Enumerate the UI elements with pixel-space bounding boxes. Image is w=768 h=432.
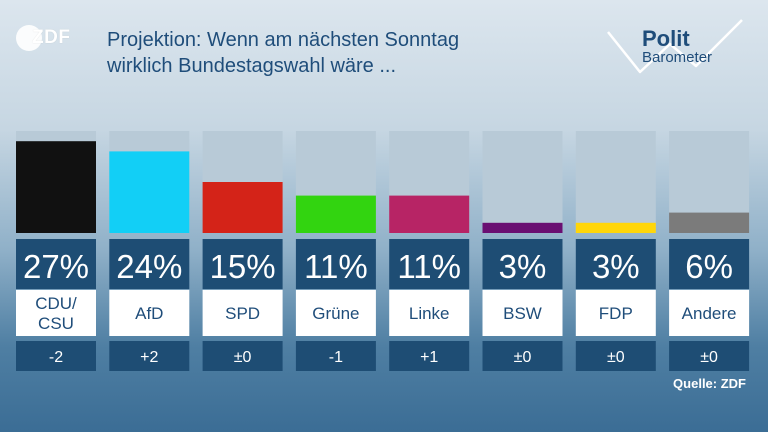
change-box bbox=[16, 341, 96, 371]
value-label: 11% bbox=[304, 248, 368, 285]
category-box bbox=[16, 290, 96, 336]
politbarometer-zigzag-icon bbox=[607, 19, 743, 74]
value-label: 15% bbox=[210, 248, 276, 285]
category-label: Linke bbox=[409, 304, 450, 323]
bar bbox=[389, 195, 470, 233]
value-label: 3% bbox=[592, 248, 640, 285]
category-label: CDU/CSU bbox=[35, 294, 77, 333]
category-box bbox=[202, 290, 283, 336]
category-box bbox=[295, 290, 376, 336]
change-box bbox=[109, 341, 190, 371]
politbarometer-line-2: Barometer bbox=[642, 49, 713, 66]
category-label: Andere bbox=[682, 304, 737, 323]
value-box bbox=[202, 239, 283, 289]
bar bbox=[202, 182, 283, 233]
category-label: SPD bbox=[225, 304, 260, 323]
value-box bbox=[16, 239, 96, 289]
chart-title-line-2: wirklich Bundestagswahl wäre ... bbox=[107, 55, 397, 77]
source-label: Quelle: ZDF bbox=[673, 376, 746, 391]
value-label: 3% bbox=[499, 248, 547, 285]
bar-track bbox=[575, 131, 656, 233]
category-label: Grüne bbox=[312, 304, 359, 323]
bar bbox=[295, 195, 376, 233]
change-label: ±0 bbox=[700, 349, 718, 366]
chart-title-line-1: Projektion: Wenn am nächsten Sonntag bbox=[107, 29, 460, 51]
category-label: BSW bbox=[503, 304, 542, 323]
politbarometer-line-1: Polit bbox=[642, 26, 690, 51]
category-label: AfD bbox=[135, 304, 163, 323]
bar bbox=[109, 151, 190, 233]
zdf-logo-text: ZDF bbox=[32, 27, 71, 48]
category-box bbox=[109, 290, 190, 336]
politbarometer-logo: Polit Barometer bbox=[604, 14, 756, 78]
zdf-logo-circle bbox=[16, 25, 42, 51]
bar bbox=[482, 222, 563, 233]
bar-track bbox=[482, 131, 563, 233]
change-box bbox=[575, 341, 656, 371]
value-box bbox=[575, 239, 656, 289]
chart-title: Projektion: Wenn am nächsten Sonntag wir… bbox=[107, 27, 577, 79]
change-label: -2 bbox=[49, 349, 63, 366]
value-label: 6% bbox=[685, 248, 733, 285]
change-label: ±0 bbox=[514, 349, 532, 366]
change-label: ±0 bbox=[607, 349, 625, 366]
value-box bbox=[482, 239, 563, 289]
category-box bbox=[389, 290, 470, 336]
change-label: ±0 bbox=[234, 349, 252, 366]
value-box bbox=[389, 239, 470, 289]
value-label: 11% bbox=[397, 248, 461, 285]
bar bbox=[16, 141, 96, 233]
category-label-line: CSU bbox=[38, 314, 74, 333]
bar bbox=[669, 212, 750, 233]
change-box bbox=[482, 341, 563, 371]
category-box bbox=[575, 290, 656, 336]
value-label: 27% bbox=[23, 248, 89, 285]
change-box bbox=[295, 341, 376, 371]
category-label-line: CDU/ bbox=[35, 294, 77, 313]
change-box bbox=[202, 341, 283, 371]
value-box bbox=[295, 239, 376, 289]
change-box bbox=[669, 341, 750, 371]
category-label: FDP bbox=[599, 304, 633, 323]
change-label: +2 bbox=[140, 349, 158, 366]
bar bbox=[575, 222, 656, 233]
category-box bbox=[482, 290, 563, 336]
zdf-logo: ZDF bbox=[16, 24, 76, 52]
value-label: 24% bbox=[116, 248, 182, 285]
change-label: +1 bbox=[420, 349, 438, 366]
value-box bbox=[109, 239, 190, 289]
value-box bbox=[669, 239, 750, 289]
change-box bbox=[389, 341, 470, 371]
category-box bbox=[669, 290, 750, 336]
change-label: -1 bbox=[329, 349, 343, 366]
